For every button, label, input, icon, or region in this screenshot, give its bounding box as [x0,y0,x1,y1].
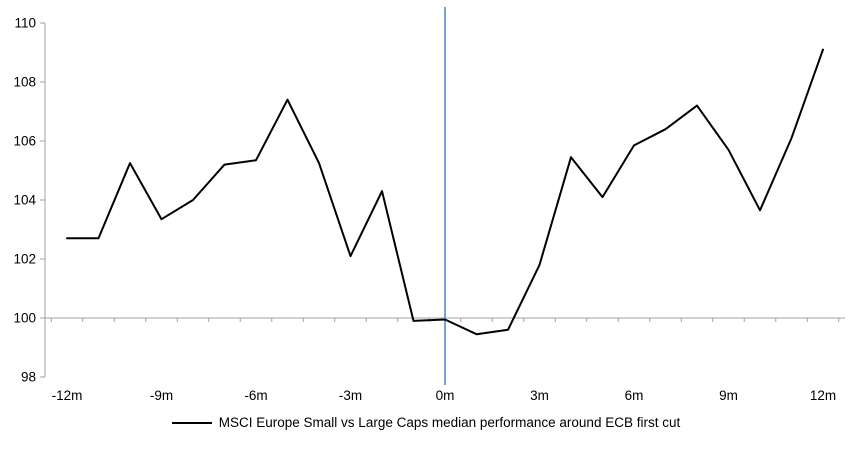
x-tick-label: -3m [339,388,362,403]
y-tick-label: 108 [13,75,36,90]
y-tick-label: 98 [21,370,36,385]
legend-series-label: MSCI Europe Small vs Large Caps median p… [218,415,681,430]
x-tick-label: 12m [810,388,836,403]
x-tick-label: -6m [244,388,267,403]
y-tick-label: 106 [13,134,36,149]
y-tick-label: 110 [14,16,36,31]
legend-line-sample [171,421,212,424]
y-tick-label: 104 [13,193,36,208]
x-tick-label: -9m [150,388,173,403]
line-chart: 98 100 102 104 106 108 110 -12m -9m -6m -3m 0m 3m 6m 9… [13,7,845,403]
x-tick-label: 9m [719,388,738,403]
x-tick-label: -12m [52,388,83,403]
x-tick-label: 6m [625,388,644,403]
x-tick-label: 0m [436,388,455,403]
y-tick-label: 100 [13,311,36,326]
series-line [66,48,824,336]
legend: MSCI Europe Small vs Large Caps median p… [0,415,852,430]
y-tick-label: 102 [13,252,36,267]
x-tick-label: 3m [530,388,549,403]
